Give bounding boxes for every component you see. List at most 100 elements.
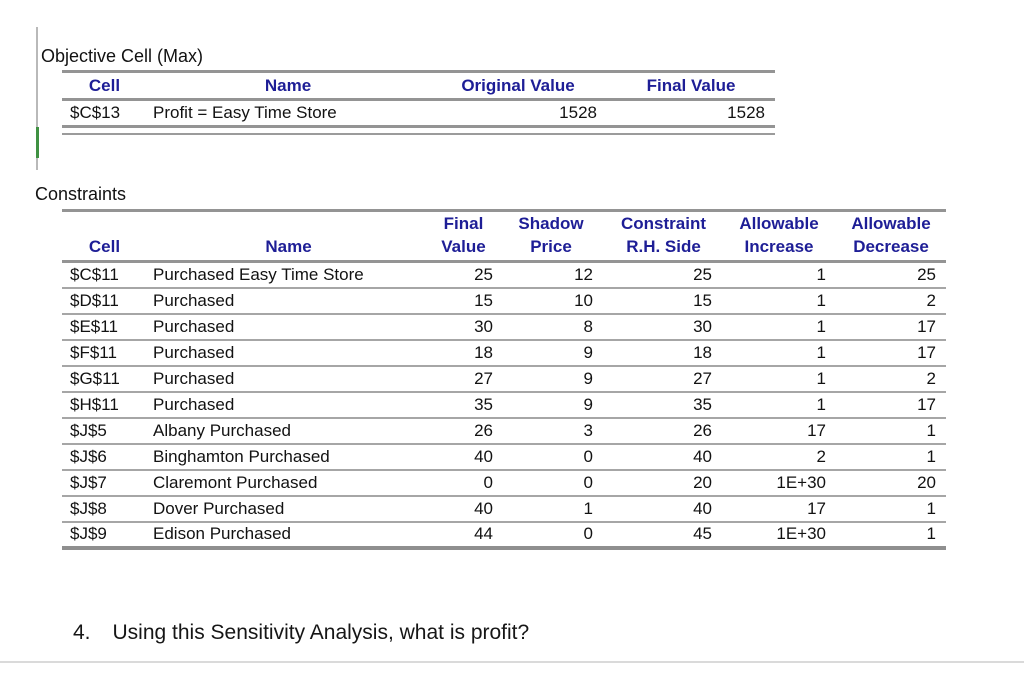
constraint-rhs-cell: 30	[605, 313, 722, 341]
col-header-allowable-decrease: Allowable Decrease	[836, 210, 946, 263]
allowable-decrease-cell: 17	[836, 313, 946, 341]
constraint-rhs-cell: 26	[605, 417, 722, 445]
bottom-divider	[0, 661, 1024, 663]
header-line1	[147, 212, 430, 235]
cell-cell: $J$5	[62, 417, 147, 445]
col-header-shadow-price: Shadow Price	[497, 210, 605, 263]
constraint-rhs-cell: 45	[605, 521, 722, 550]
header-line1: Allowable	[739, 214, 819, 233]
constraint-rhs-cell: 20	[605, 469, 722, 497]
final-value-cell: 1528	[607, 99, 775, 128]
header-line1	[62, 212, 147, 235]
header-line2: Decrease	[853, 237, 929, 256]
final-value-cell: 40	[430, 495, 497, 523]
constraint-rhs-cell: 18	[605, 339, 722, 367]
allowable-decrease-cell: 1	[836, 495, 946, 523]
table-row: $E$11 Purchased 30 8 30 1 17	[62, 313, 946, 341]
name-cell: Binghamton Purchased	[147, 443, 430, 471]
header-line1: Allowable	[851, 214, 931, 233]
final-value-cell: 40	[430, 443, 497, 471]
name-cell: Purchased Easy Time Store	[147, 261, 430, 289]
table-row: $G$11 Purchased 27 9 27 1 2	[62, 365, 946, 393]
name-cell: Edison Purchased	[147, 521, 430, 550]
cell-cell: $D$11	[62, 287, 147, 315]
header-line1: Shadow	[518, 214, 584, 233]
table-row: $J$9 Edison Purchased 44 0 45 1E+30 1	[62, 521, 946, 550]
allowable-increase-cell: 2	[722, 443, 836, 471]
allowable-increase-cell: 1	[722, 313, 836, 341]
name-cell: Dover Purchased	[147, 495, 430, 523]
allowable-increase-cell: 1	[722, 261, 836, 289]
name-cell: Purchased	[147, 391, 430, 419]
objective-table: Cell Name Original Value Final Value $C$…	[62, 70, 775, 128]
cell-cell: $J$7	[62, 469, 147, 497]
name-cell: Purchased	[147, 287, 430, 315]
shadow-price-cell: 3	[497, 417, 605, 445]
allowable-decrease-cell: 1	[836, 521, 946, 550]
table-row: $F$11 Purchased 18 9 18 1 17	[62, 339, 946, 367]
final-value-cell: 15	[430, 287, 497, 315]
header-line2: R.H. Side	[626, 237, 701, 256]
col-header-final-value: Final Value	[430, 210, 497, 263]
table-row: $J$8 Dover Purchased 40 1 40 17 1	[62, 495, 946, 523]
allowable-decrease-cell: 2	[836, 365, 946, 393]
cell-cell: $J$9	[62, 521, 147, 550]
constraint-rhs-cell: 15	[605, 287, 722, 315]
final-value-cell: 44	[430, 521, 497, 550]
final-value-cell: 0	[430, 469, 497, 497]
final-value-cell: 25	[430, 261, 497, 289]
question: 4. Using this Sensitivity Analysis, what …	[73, 621, 529, 645]
final-value-cell: 35	[430, 391, 497, 419]
allowable-decrease-cell: 25	[836, 261, 946, 289]
table-row: $H$11 Purchased 35 9 35 1 17	[62, 391, 946, 419]
constraints-table-body: $C$11 Purchased Easy Time Store 25 12 25 1 25 $…	[62, 261, 946, 550]
final-value-cell: 27	[430, 365, 497, 393]
cell-cell: $J$6	[62, 443, 147, 471]
col-header-original-value: Original Value	[429, 71, 607, 101]
header-line2: Increase	[744, 237, 814, 256]
allowable-increase-cell: 1E+30	[722, 469, 836, 497]
allowable-decrease-cell: 17	[836, 339, 946, 367]
col-header-cell: Cell	[62, 210, 147, 263]
allowable-increase-cell: 1	[722, 339, 836, 367]
cell-cell: $G$11	[62, 365, 147, 393]
shadow-price-cell: 12	[497, 261, 605, 289]
shadow-price-cell: 9	[497, 391, 605, 419]
left-margin-line	[36, 27, 38, 170]
cell-cell: $C$13	[62, 99, 147, 128]
objective-header-row: Cell Name Original Value Final Value	[62, 71, 775, 101]
cell-cell: $H$11	[62, 391, 147, 419]
header-line2: Price	[530, 237, 572, 256]
shadow-price-cell: 0	[497, 469, 605, 497]
table-row: $J$5 Albany Purchased 26 3 26 17 1	[62, 417, 946, 445]
table-row: $D$11 Purchased 15 10 15 1 2	[62, 287, 946, 315]
header-line2: Value	[441, 237, 486, 256]
allowable-decrease-cell: 1	[836, 417, 946, 445]
question-text: Using this Sensitivity Analysis, what is…	[112, 621, 530, 644]
cell-cell: $J$8	[62, 495, 147, 523]
constraints-header-row: Cell Name Final Value Shadow Price Const…	[62, 210, 946, 263]
constraints-table: Cell Name Final Value Shadow Price Const…	[62, 209, 946, 550]
name-cell: Claremont Purchased	[147, 469, 430, 497]
allowable-increase-cell: 1E+30	[722, 521, 836, 550]
cell-cell: $F$11	[62, 339, 147, 367]
shadow-price-cell: 8	[497, 313, 605, 341]
table-row: $C$11 Purchased Easy Time Store 25 12 25 1 25	[62, 261, 946, 289]
left-margin-green-mark	[36, 127, 39, 158]
cell-cell: $C$11	[62, 261, 147, 289]
col-header-cell: Cell	[62, 71, 147, 101]
allowable-decrease-cell: 20	[836, 469, 946, 497]
col-header-name: Name	[147, 210, 430, 263]
allowable-increase-cell: 1	[722, 287, 836, 315]
allowable-increase-cell: 17	[722, 417, 836, 445]
header-line1: Constraint	[621, 214, 706, 233]
shadow-price-cell: 0	[497, 443, 605, 471]
shadow-price-cell: 0	[497, 521, 605, 550]
table-row: $J$7 Claremont Purchased 0 0 20 1E+30 20	[62, 469, 946, 497]
shadow-price-cell: 10	[497, 287, 605, 315]
allowable-decrease-cell: 1	[836, 443, 946, 471]
table-row: $J$6 Binghamton Purchased 40 0 40 2 1	[62, 443, 946, 471]
header-line1: Final	[443, 214, 484, 233]
objective-table-body: $C$13 Profit = Easy Time Store 1528 1528	[62, 99, 775, 128]
